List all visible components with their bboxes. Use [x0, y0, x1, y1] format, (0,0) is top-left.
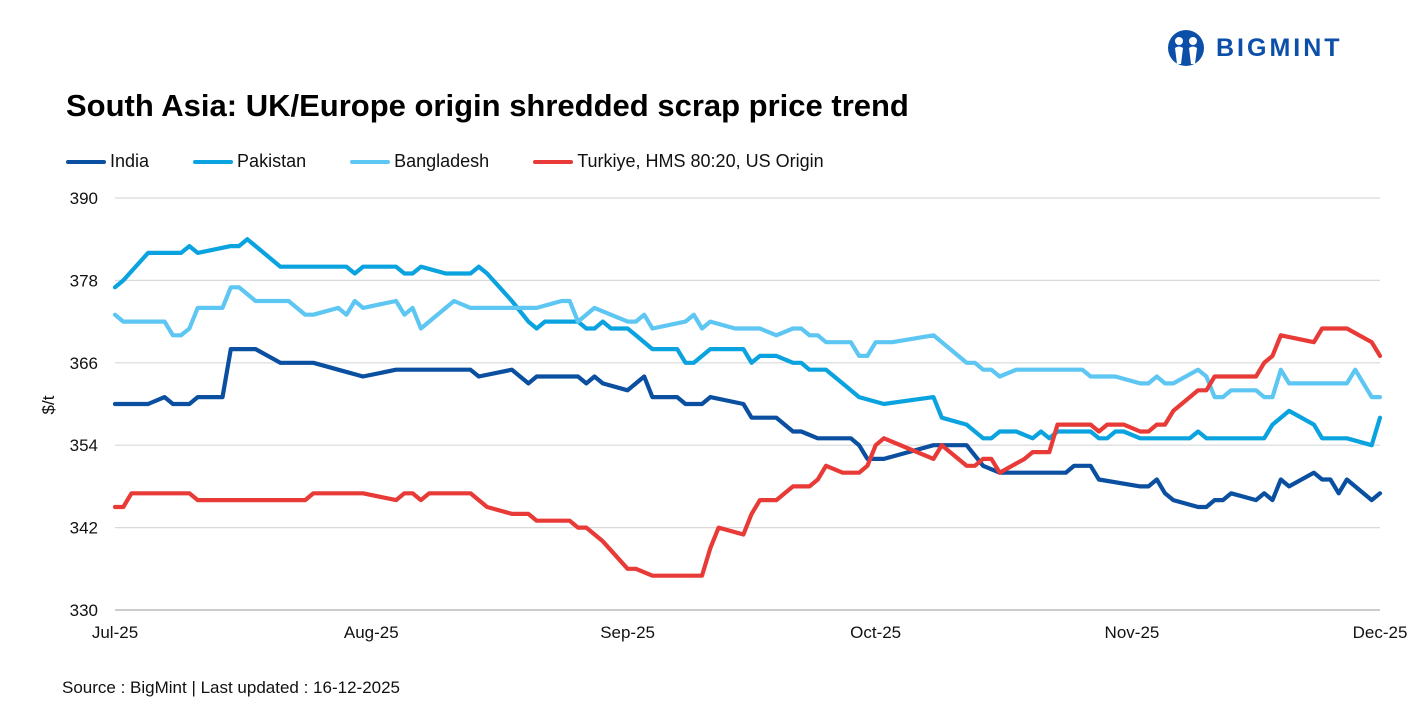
y-tick-label: 342	[70, 519, 98, 538]
y-tick-label: 330	[70, 601, 98, 620]
y-tick-label: 366	[70, 354, 98, 373]
x-tick-label: Oct-25	[850, 623, 901, 642]
legend-item: Bangladesh	[350, 151, 489, 172]
bigmint-logo: BIGMINT	[1166, 28, 1343, 68]
series-line-bangladesh	[112, 285, 1383, 400]
x-tick-label: Jul-25	[92, 623, 138, 642]
y-axis-label: $/t	[39, 395, 58, 414]
legend-label: India	[110, 151, 150, 171]
series-line-india	[112, 347, 1383, 510]
y-tick-label: 378	[70, 271, 98, 290]
legend: India Pakistan Bangladesh Turkiye, HMS 80:2…	[66, 151, 868, 172]
x-tick-label: Sep-25	[600, 623, 655, 642]
y-tick-label: 354	[70, 436, 98, 455]
legend-label: Turkiye, HMS 80:20, US Origin	[577, 151, 824, 171]
source-note: Source : BigMint | Last updated : 16-12-…	[62, 678, 401, 697]
legend-swatch	[533, 159, 574, 164]
y-tick-label: 390	[70, 189, 98, 208]
logo-text: BIGMINT	[1216, 33, 1343, 62]
x-tick-label: Nov-25	[1105, 623, 1160, 642]
legend-swatch	[350, 159, 391, 164]
legend-label: Pakistan	[237, 151, 307, 171]
chart-title: South Asia: UK/Europe origin shredded sc…	[66, 88, 909, 123]
x-tick-label: Aug-25	[344, 623, 399, 642]
legend-item: Pakistan	[193, 151, 306, 172]
logo-icon	[1168, 30, 1204, 66]
legend-label: Bangladesh	[394, 151, 490, 171]
x-tick-label: Dec-25	[1353, 623, 1408, 642]
legend-swatch	[193, 159, 234, 164]
series-line-pakistan	[112, 237, 1383, 448]
legend-item: Turkiye, HMS 80:20, US Origin	[533, 151, 824, 172]
legend-item: India	[66, 151, 149, 172]
series-line-turkiye	[112, 326, 1383, 578]
legend-swatch	[66, 159, 106, 164]
